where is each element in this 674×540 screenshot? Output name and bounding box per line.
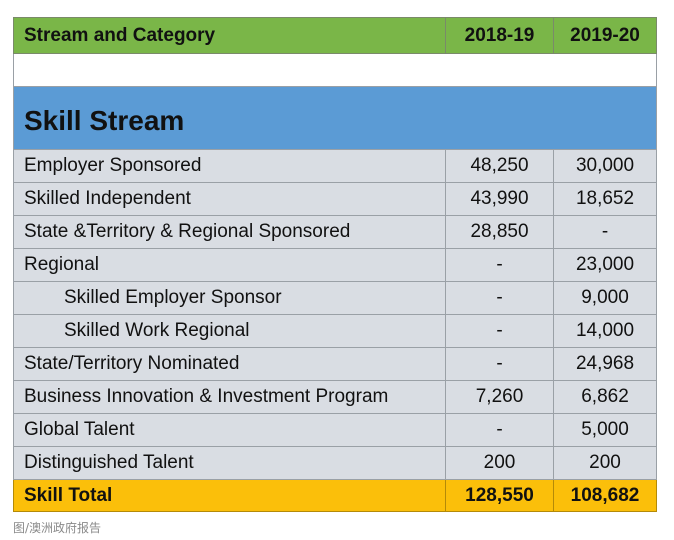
row-value-2019-20: 24,968 xyxy=(553,347,657,381)
row-value-2019-20: 18,652 xyxy=(553,182,657,216)
row-label: Distinguished Talent xyxy=(13,446,446,480)
row-label: Global Talent xyxy=(13,413,446,447)
row-value-2018-19: 28,850 xyxy=(445,215,554,249)
header-stream-category: Stream and Category xyxy=(13,17,446,54)
row-label: State/Territory Nominated xyxy=(13,347,446,381)
row-label: Business Innovation & Investment Program xyxy=(13,380,446,414)
table-row: Skilled Employer Sponsor - 9,000 xyxy=(13,281,657,315)
header-2018-19: 2018-19 xyxy=(445,17,554,54)
row-value-2019-20: 200 xyxy=(553,446,657,480)
table-row: Global Talent - 5,000 xyxy=(13,413,657,447)
total-row: Skill Total 128,550 108,682 xyxy=(13,479,657,512)
skill-stream-table: Stream and Category 2018-19 2019-20 Skil… xyxy=(13,17,657,512)
row-value-2018-19: 200 xyxy=(445,446,554,480)
section-title: Skill Stream xyxy=(13,86,657,150)
row-value-2018-19: - xyxy=(445,281,554,315)
row-label: Employer Sponsored xyxy=(13,149,446,183)
row-value-2018-19: - xyxy=(445,314,554,348)
total-value-2019-20: 108,682 xyxy=(553,479,657,512)
total-value-2018-19: 128,550 xyxy=(445,479,554,512)
table-row: Business Innovation & Investment Program… xyxy=(13,380,657,414)
row-value-2019-20: 23,000 xyxy=(553,248,657,282)
table-row: State/Territory Nominated - 24,968 xyxy=(13,347,657,381)
row-label: Regional xyxy=(13,248,446,282)
row-value-2018-19: - xyxy=(445,413,554,447)
table-row: Regional - 23,000 xyxy=(13,248,657,282)
table-row: Distinguished Talent 200 200 xyxy=(13,446,657,480)
blank-row xyxy=(13,53,657,87)
table-row: State &Territory & Regional Sponsored 28… xyxy=(13,215,657,249)
row-value-2018-19: - xyxy=(445,248,554,282)
header-2019-20: 2019-20 xyxy=(553,17,657,54)
row-value-2018-19: 43,990 xyxy=(445,182,554,216)
table-header-row: Stream and Category 2018-19 2019-20 xyxy=(13,17,657,54)
row-value-2018-19: - xyxy=(445,347,554,381)
total-label: Skill Total xyxy=(13,479,446,512)
row-value-2019-20: 30,000 xyxy=(553,149,657,183)
row-value-2018-19: 7,260 xyxy=(445,380,554,414)
row-value-2018-19: 48,250 xyxy=(445,149,554,183)
row-value-2019-20: 14,000 xyxy=(553,314,657,348)
row-label-indented: Skilled Employer Sponsor xyxy=(13,281,446,315)
image-caption: 图/澳洲政府报告 xyxy=(13,521,102,535)
table-row: Employer Sponsored 48,250 30,000 xyxy=(13,149,657,183)
row-label-indented: Skilled Work Regional xyxy=(13,314,446,348)
row-label: State &Territory & Regional Sponsored xyxy=(13,215,446,249)
row-value-2019-20: 5,000 xyxy=(553,413,657,447)
row-value-2019-20: - xyxy=(553,215,657,249)
table-row: Skilled Work Regional - 14,000 xyxy=(13,314,657,348)
row-value-2019-20: 9,000 xyxy=(553,281,657,315)
blank-cell xyxy=(13,53,657,87)
row-label: Skilled Independent xyxy=(13,182,446,216)
section-row: Skill Stream xyxy=(13,86,657,150)
table-row: Skilled Independent 43,990 18,652 xyxy=(13,182,657,216)
row-value-2019-20: 6,862 xyxy=(553,380,657,414)
